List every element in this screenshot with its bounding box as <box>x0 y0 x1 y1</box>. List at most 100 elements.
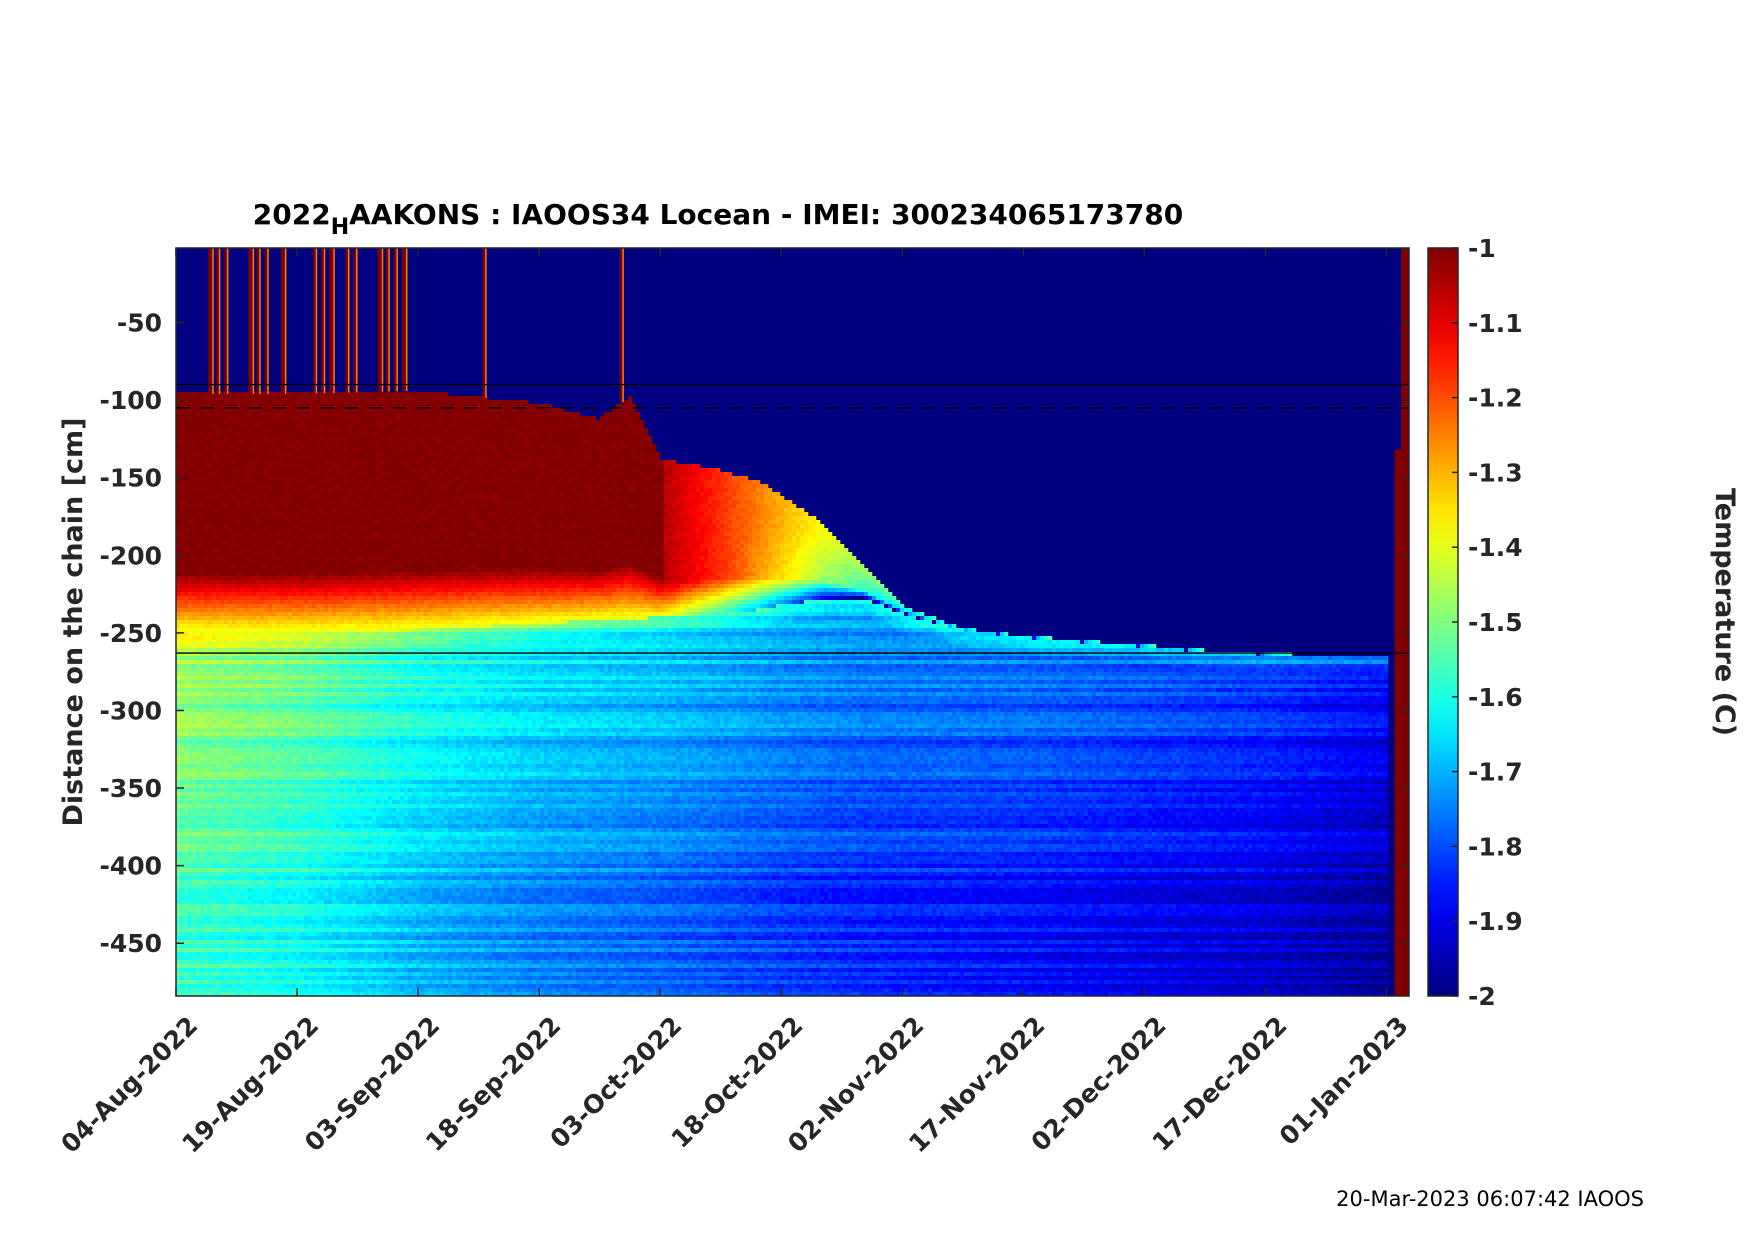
heatmap-cell <box>264 668 269 673</box>
heatmap-cell <box>196 552 201 557</box>
heatmap-cell <box>208 540 213 545</box>
heatmap-cell <box>236 968 241 973</box>
heatmap-cell <box>176 664 181 669</box>
heatmap-cell <box>276 896 281 901</box>
heatmap-cell <box>268 584 273 589</box>
heatmap-cell <box>240 836 245 841</box>
heatmap-cell <box>256 504 261 509</box>
heatmap-cell <box>208 476 213 481</box>
heatmap-cell <box>248 812 253 817</box>
heatmap-cell <box>288 860 293 865</box>
heatmap-cell <box>256 508 261 513</box>
heatmap-cell <box>212 660 217 665</box>
heatmap-cell <box>256 484 261 489</box>
heatmap-cell <box>304 772 309 777</box>
heatmap-cell <box>180 924 185 929</box>
heatmap-cell <box>232 608 237 613</box>
heatmap-cell <box>188 560 193 565</box>
heatmap-cell <box>292 704 297 709</box>
heatmap-cell <box>280 936 285 941</box>
heatmap-cell <box>300 712 305 717</box>
heatmap-cell <box>176 440 181 445</box>
heatmap-cell <box>228 852 233 857</box>
heatmap-cell <box>180 660 185 665</box>
heatmap-cell <box>244 472 249 477</box>
heatmap-cell <box>216 456 221 461</box>
heatmap-cell <box>244 976 249 981</box>
heatmap-cell <box>232 648 237 653</box>
heatmap-cell <box>220 696 225 701</box>
heatmap-cell <box>176 668 181 673</box>
heatmap-cell <box>212 840 217 845</box>
heatmap-cell <box>228 572 233 577</box>
heatmap-cell <box>192 736 197 741</box>
heatmap-cell <box>216 648 221 653</box>
heatmap-cell <box>192 564 197 569</box>
heatmap-cell <box>300 592 305 597</box>
heatmap-cell <box>304 852 309 857</box>
heatmap-cell <box>228 696 233 701</box>
heatmap-cell <box>220 680 225 685</box>
heatmap-cell <box>256 980 261 985</box>
heatmap-cell <box>256 808 261 813</box>
heatmap-cell <box>256 704 261 709</box>
heatmap-cell <box>304 428 309 433</box>
heatmap-cell <box>252 868 257 873</box>
heatmap-cell <box>256 888 261 893</box>
heatmap-cell <box>284 540 289 545</box>
heatmap-cell <box>216 472 221 477</box>
heatmap-cell <box>252 780 257 785</box>
heatmap-cell <box>188 460 193 465</box>
heatmap-cell <box>200 688 205 693</box>
heatmap-cell <box>280 776 285 781</box>
heatmap-cell <box>216 820 221 825</box>
heatmap-cell <box>240 960 245 965</box>
heatmap-cell <box>184 724 189 729</box>
heatmap-cell <box>280 528 285 533</box>
heatmap-cell <box>228 620 233 625</box>
heatmap-cell <box>208 764 213 769</box>
heatmap-cell <box>232 552 237 557</box>
heatmap-cell <box>296 500 301 505</box>
heatmap-cell <box>224 576 229 581</box>
heatmap-cell <box>280 780 285 785</box>
heatmap-cell <box>220 520 225 525</box>
heatmap-cell <box>184 512 189 517</box>
heatmap-cell <box>252 392 257 397</box>
heatmap-cell <box>256 408 261 413</box>
heatmap-cell <box>288 912 293 917</box>
heatmap-cell <box>260 600 265 605</box>
heatmap-cell <box>244 420 249 425</box>
heatmap-cell <box>212 704 217 709</box>
heatmap-cell <box>260 548 265 553</box>
heatmap-cell <box>276 800 281 805</box>
heatmap-cell <box>248 756 253 761</box>
heatmap-cell <box>272 824 277 829</box>
heatmap-cell <box>292 972 297 977</box>
heatmap-cell <box>292 712 297 717</box>
heatmap-cell <box>260 824 265 829</box>
heatmap-cell <box>204 816 209 821</box>
heatmap-cell <box>228 448 233 453</box>
heatmap-cell <box>284 888 289 893</box>
heatmap-cell <box>240 964 245 969</box>
heatmap-cell <box>296 432 301 437</box>
heatmap-cell <box>184 704 189 709</box>
heatmap-cell <box>220 852 225 857</box>
heatmap-cell <box>204 416 209 421</box>
heatmap-cell <box>300 980 305 985</box>
heatmap-cell <box>180 792 185 797</box>
heatmap-cell <box>304 476 309 481</box>
heatmap-cell <box>232 400 237 405</box>
heatmap-cell <box>260 736 265 741</box>
heatmap-cell <box>244 864 249 869</box>
heatmap-cell <box>244 936 249 941</box>
heatmap-cell <box>244 588 249 593</box>
heatmap-cell <box>268 600 273 605</box>
heatmap-cell <box>264 952 269 957</box>
heatmap-cell <box>200 836 205 841</box>
heatmap-cell <box>284 548 289 553</box>
heatmap-cell <box>296 744 301 749</box>
heatmap-cell <box>280 704 285 709</box>
heatmap-cell <box>240 680 245 685</box>
